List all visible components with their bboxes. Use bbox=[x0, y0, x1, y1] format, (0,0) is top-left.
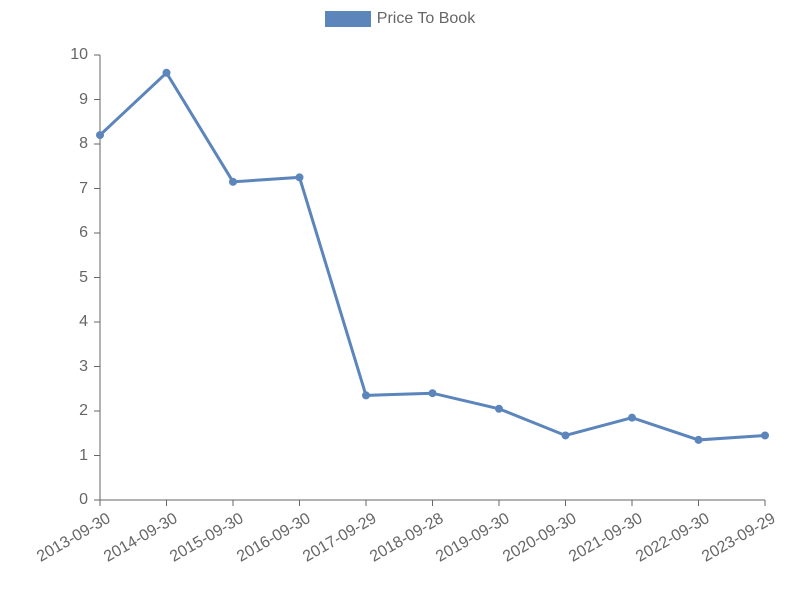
series-marker bbox=[495, 405, 503, 413]
series-marker bbox=[695, 436, 703, 444]
series-marker bbox=[96, 131, 104, 139]
y-tick-label: 0 bbox=[79, 491, 88, 509]
series-marker bbox=[761, 431, 769, 439]
series-marker bbox=[562, 431, 570, 439]
y-tick-label: 2 bbox=[79, 402, 88, 420]
series-line bbox=[100, 73, 765, 440]
series-marker bbox=[296, 173, 304, 181]
chart-container: Price To Book 012345678910 2013-09-30201… bbox=[0, 0, 800, 600]
y-tick-label: 1 bbox=[79, 447, 88, 465]
y-tick-label: 6 bbox=[79, 224, 88, 242]
y-tick-label: 3 bbox=[79, 358, 88, 376]
series-marker bbox=[628, 414, 636, 422]
series-marker bbox=[163, 69, 171, 77]
y-tick-label: 4 bbox=[79, 313, 88, 331]
y-tick-label: 8 bbox=[79, 135, 88, 153]
series-marker bbox=[429, 389, 437, 397]
y-tick-label: 9 bbox=[79, 91, 88, 109]
axes bbox=[100, 55, 765, 500]
series-marker bbox=[362, 391, 370, 399]
series-marker bbox=[229, 178, 237, 186]
y-tick-label: 10 bbox=[70, 46, 88, 64]
x-ticks bbox=[100, 500, 765, 506]
y-tick-label: 5 bbox=[79, 269, 88, 287]
y-ticks bbox=[94, 55, 100, 500]
y-tick-label: 7 bbox=[79, 180, 88, 198]
chart-svg bbox=[0, 0, 800, 600]
series-group bbox=[96, 69, 769, 444]
